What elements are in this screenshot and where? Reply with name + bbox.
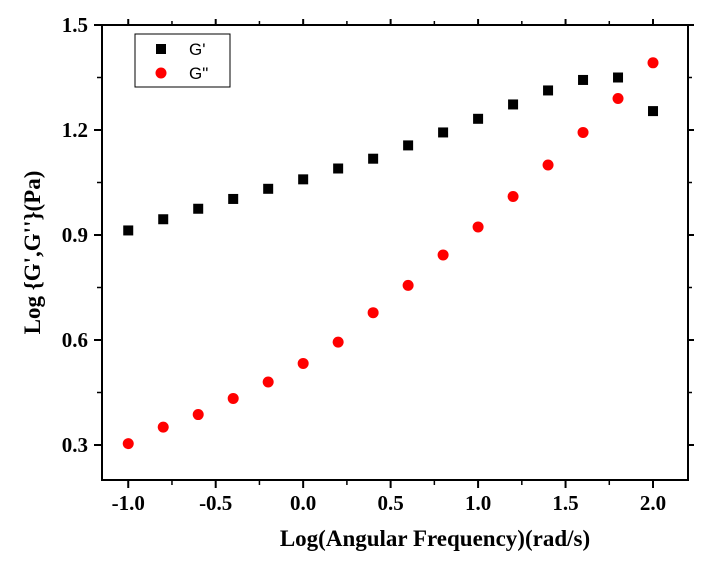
- data-point-gprime: [578, 74, 589, 85]
- y-tick-label: 1.5: [62, 13, 88, 37]
- plot-frame: [101, 24, 689, 481]
- data-point-gdoubleprime: [402, 279, 414, 291]
- x-tick-label: 0.0: [290, 491, 316, 515]
- data-point-gdoubleprime: [472, 221, 484, 233]
- legend-marker-circle: [155, 67, 167, 79]
- data-point-gdoubleprime: [297, 357, 309, 369]
- legend-label: G": [189, 64, 208, 83]
- data-point-gdoubleprime: [367, 307, 379, 319]
- plot-border: [101, 24, 689, 481]
- data-point-gdoubleprime: [437, 249, 449, 261]
- data-point-gprime: [333, 163, 344, 174]
- data-point-gprime: [473, 113, 484, 124]
- x-tick-label: -1.0: [112, 491, 145, 515]
- x-tick-label: 1.0: [465, 491, 491, 515]
- legend: G' G": [134, 33, 231, 88]
- data-point-gdoubleprime: [577, 126, 589, 138]
- data-point-gprime: [298, 174, 309, 185]
- data-point-gprime: [648, 106, 659, 117]
- data-point-gdoubleprime: [262, 376, 274, 388]
- data-point-gdoubleprime: [192, 409, 204, 421]
- y-tick-label: 0.6: [62, 328, 88, 352]
- data-point-gdoubleprime: [122, 438, 134, 450]
- data-point-gdoubleprime: [612, 93, 624, 104]
- data-point-gdoubleprime: [507, 191, 519, 202]
- data-point-gdoubleprime: [157, 421, 169, 433]
- y-tick-label: 1.2: [62, 118, 88, 142]
- legend-label: G': [189, 40, 205, 59]
- data-point-gprime: [368, 153, 379, 164]
- legend-box: [134, 33, 231, 88]
- x-tick-label: 1.5: [552, 491, 578, 515]
- y-axis: 0.3 0.6 0.9 1.2 1.5: [62, 13, 694, 457]
- data-point-gprime: [543, 85, 554, 96]
- x-axis-title: Log(Angular Frequency)(rad/s): [280, 526, 590, 551]
- data-point-gdoubleprime: [542, 159, 554, 171]
- data-point-gprime: [508, 99, 519, 110]
- data-point-gprime: [123, 225, 134, 236]
- data-point-gprime: [228, 193, 239, 204]
- x-tick-label: -0.5: [199, 491, 232, 515]
- y-tick-label: 0.3: [62, 433, 88, 457]
- data-point-gprime: [263, 183, 274, 194]
- y-tick-label: 0.9: [62, 223, 88, 247]
- data-points: [122, 57, 659, 450]
- x-axis: -1.0 -0.5 0.0 0.5 1.0 1.5 2.0: [112, 19, 666, 515]
- data-point-gdoubleprime: [227, 392, 239, 404]
- data-point-gprime: [193, 203, 204, 214]
- legend-marker-square: [156, 44, 166, 54]
- data-point-gprime: [158, 214, 169, 225]
- x-tick-label: 2.0: [640, 491, 666, 515]
- data-point-gprime: [438, 127, 449, 138]
- data-point-gprime: [403, 140, 414, 151]
- data-point-gdoubleprime: [647, 57, 659, 69]
- data-point-gprime: [613, 72, 624, 83]
- y-axis-title: Log {G',G''}(Pa): [20, 171, 45, 335]
- x-tick-label: 0.5: [378, 491, 404, 515]
- data-point-gdoubleprime: [332, 336, 344, 348]
